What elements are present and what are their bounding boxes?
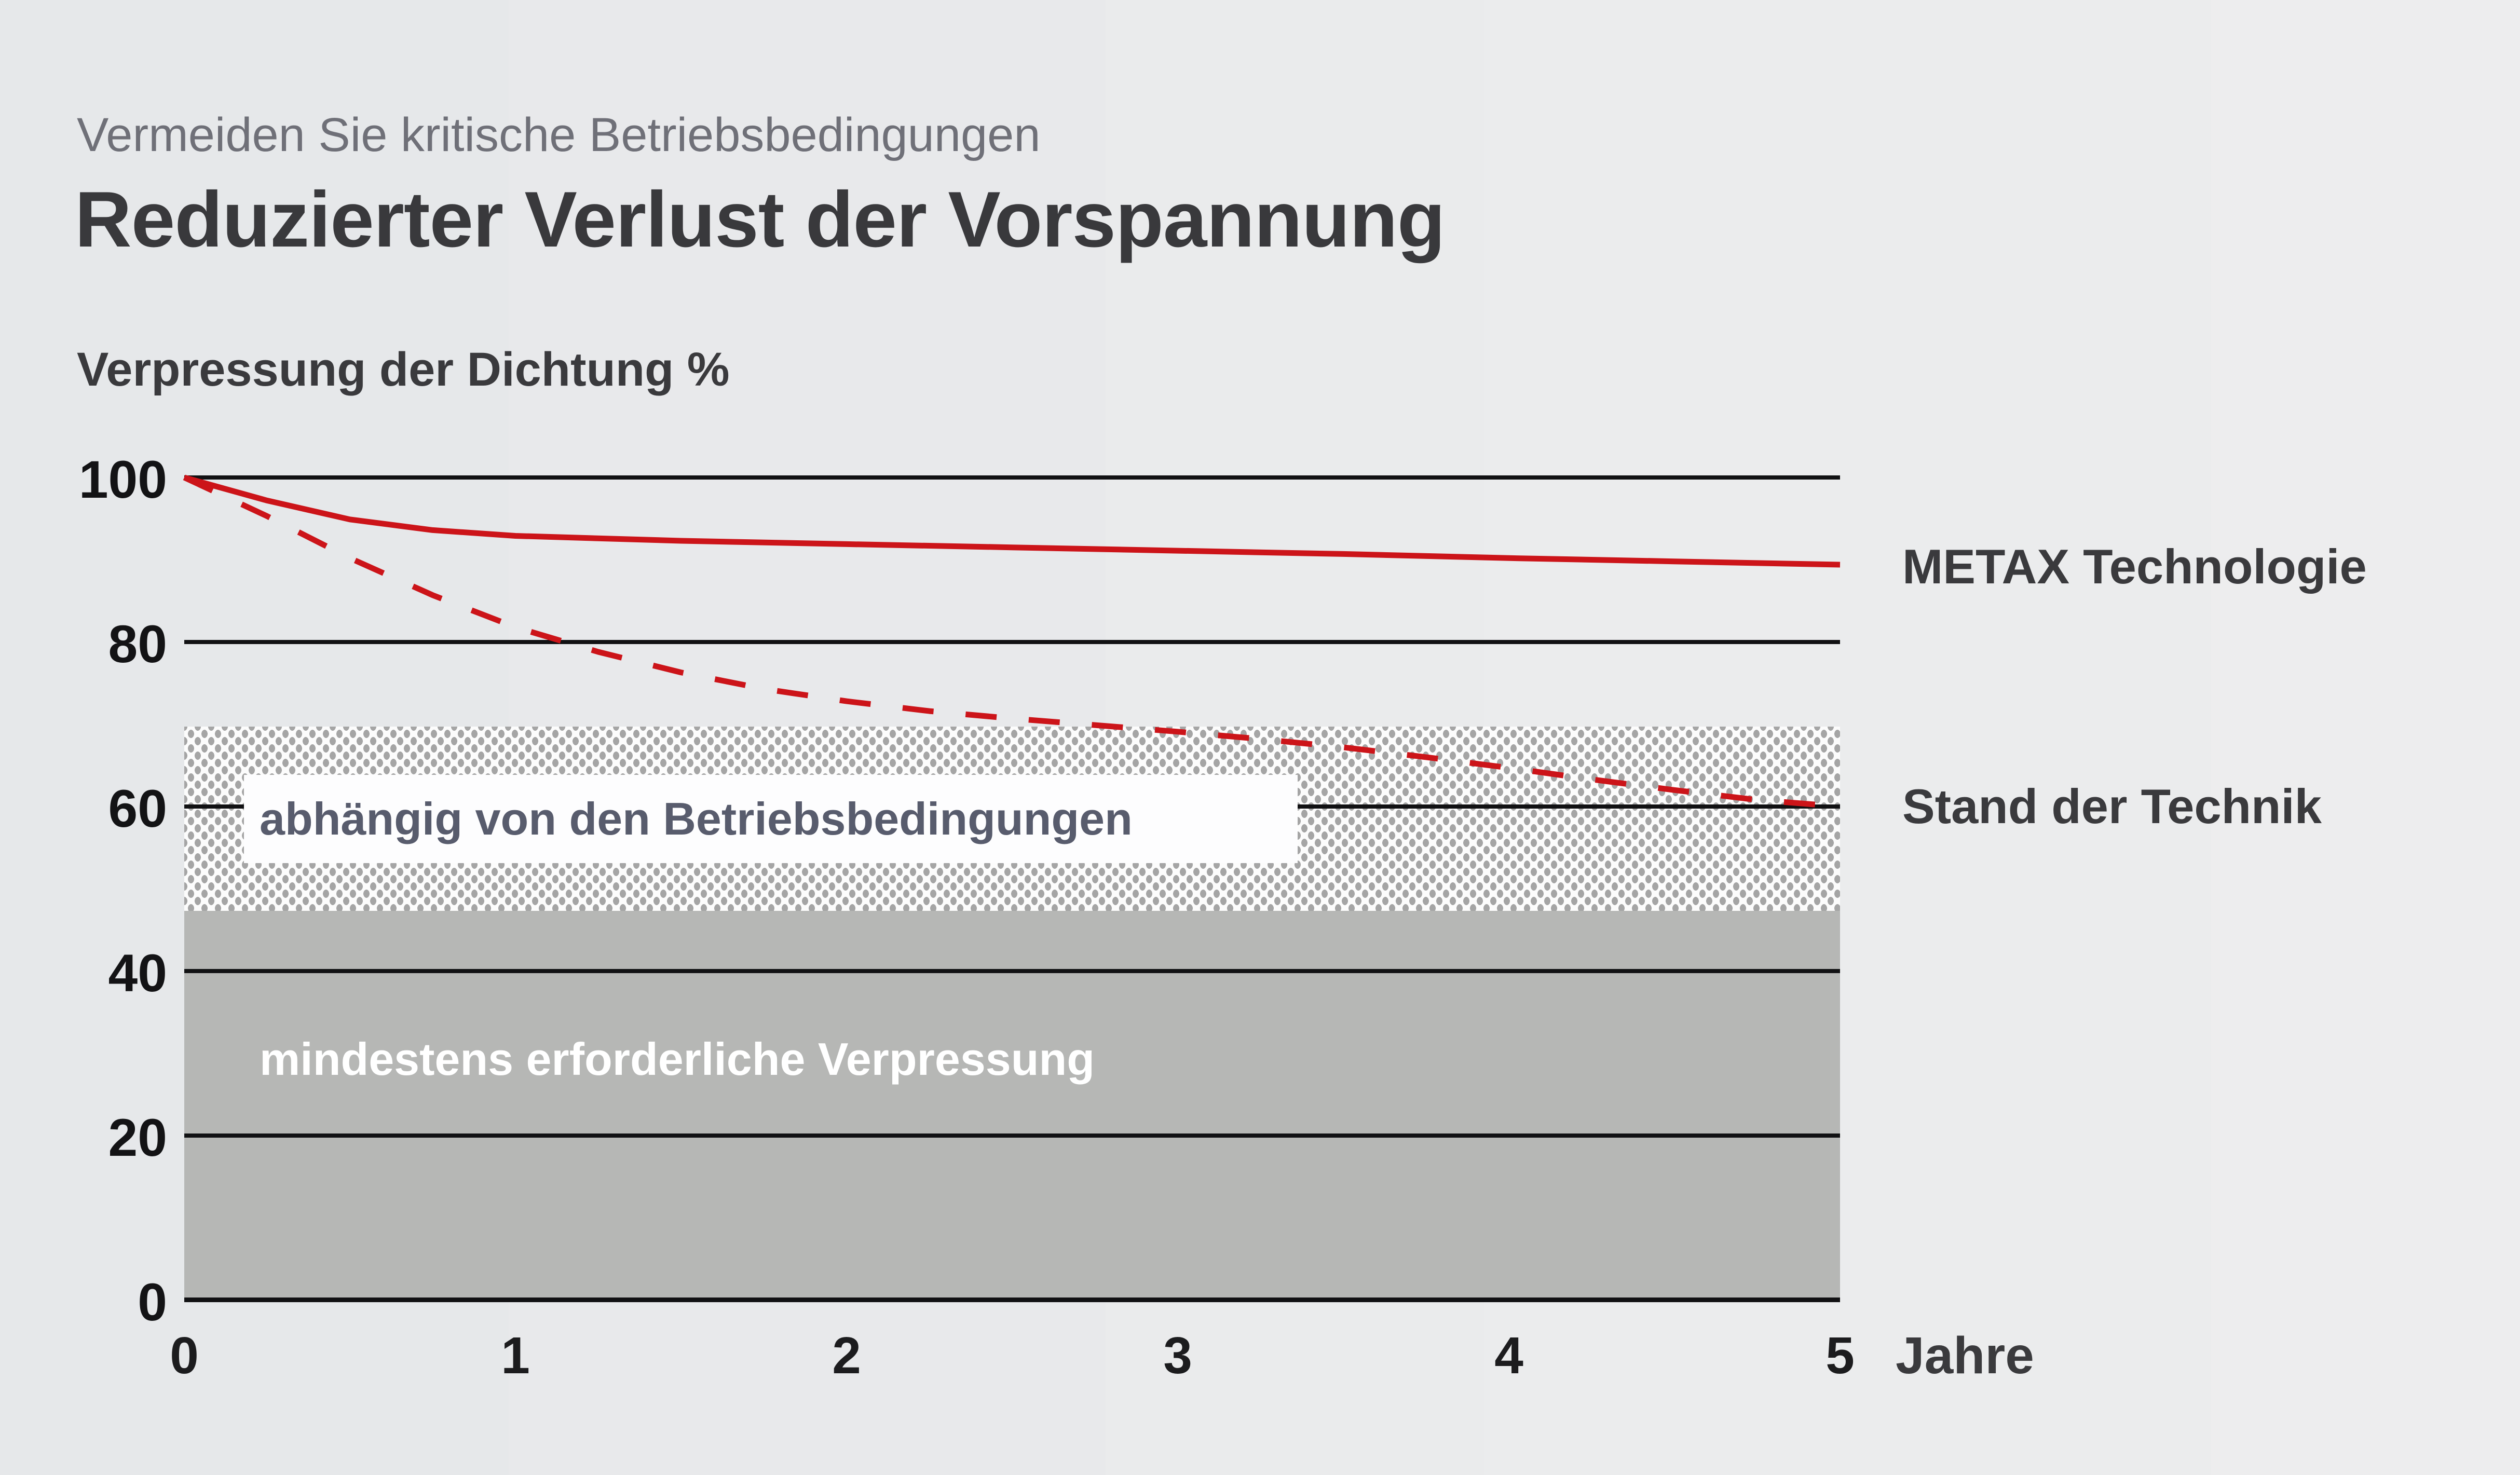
x-tick-2: 2 xyxy=(832,1327,861,1385)
y-tick-100: 100 xyxy=(78,450,167,509)
y-axis-label: Verpressung der Dichtung % xyxy=(77,343,730,396)
gridline-20 xyxy=(184,1133,1840,1138)
y-tick-20: 20 xyxy=(108,1108,167,1167)
gridline-40 xyxy=(184,969,1840,973)
x-tick-1: 1 xyxy=(501,1327,530,1385)
minimum-compression-band xyxy=(184,911,1840,1300)
x-unit-label: Jahre xyxy=(1896,1327,2034,1385)
y-tick-40: 40 xyxy=(108,944,167,1003)
stand-der-technik-curve xyxy=(183,475,1841,810)
minimum-compression-label: mindestens erforderliche Verpressung xyxy=(260,1033,1095,1085)
curves-canvas xyxy=(183,474,1841,810)
operating-conditions-label: abhängig von den Betriebsbedingungen xyxy=(260,793,1133,844)
x-tick-0: 0 xyxy=(170,1327,199,1385)
legend-stand-der-technik: Stand der Technik xyxy=(1902,779,2322,834)
y-tick-0: 0 xyxy=(138,1273,167,1332)
x-tick-3: 3 xyxy=(1163,1327,1192,1385)
legend-metax-technologie: METAX Technologie xyxy=(1902,539,2367,594)
x-tick-4: 4 xyxy=(1494,1327,1523,1385)
gridline-100 xyxy=(184,475,1840,480)
slide-subtitle: Vermeiden Sie kritische Betriebsbedingun… xyxy=(77,108,1041,161)
gridline-0 xyxy=(184,1298,1840,1302)
y-tick-80: 80 xyxy=(108,614,167,674)
operating-conditions-label-box: abhängig von den Betriebsbedingungen xyxy=(244,775,1298,863)
metax-curve xyxy=(183,474,1841,568)
gridline-80 xyxy=(184,640,1840,644)
y-tick-60: 60 xyxy=(108,779,167,838)
page-title: Reduzierter Verlust der Vorspannung xyxy=(75,175,1446,264)
plot-area: abhängig von den Betriebsbedingungen min… xyxy=(183,474,1841,1302)
x-tick-5: 5 xyxy=(1826,1327,1855,1385)
